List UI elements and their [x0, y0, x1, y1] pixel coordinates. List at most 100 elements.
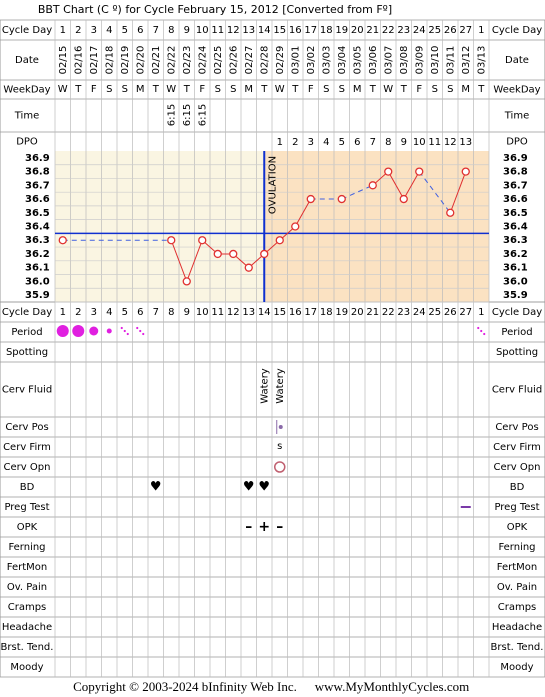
date: 03/07	[383, 46, 394, 75]
weekday: S	[215, 84, 221, 95]
cycle-day: 18	[320, 25, 333, 36]
temp-point	[182, 277, 191, 286]
bd: ♥	[150, 480, 162, 495]
row-label: Cerv Firm	[3, 442, 51, 453]
dpo: 4	[323, 137, 329, 148]
temp-point	[461, 167, 470, 176]
cycle-day: 11	[211, 307, 224, 318]
cycle-day: 7	[153, 307, 159, 318]
row-label: Ferning	[498, 542, 535, 553]
period-icon	[89, 326, 99, 336]
date: 02/15	[58, 46, 69, 75]
temp-point	[275, 236, 284, 245]
row-label: Time	[504, 111, 529, 122]
cycle-day: 17	[304, 307, 317, 318]
cycle-day: 22	[382, 25, 395, 36]
temp-point	[291, 222, 300, 231]
period-dot	[142, 332, 145, 336]
temp-point	[368, 181, 377, 190]
temp-point	[399, 194, 408, 204]
date: 02/17	[89, 46, 100, 75]
date: 02/19	[120, 46, 131, 75]
ovulation-label: OVULATION	[267, 156, 278, 214]
row-label: Cycle Day	[2, 307, 52, 318]
y-tick-label: 36.2	[25, 249, 50, 260]
y-tick-label: 36.5	[503, 208, 528, 219]
opk: +	[258, 519, 270, 535]
cycle-day: 27	[459, 25, 472, 36]
period-dot	[136, 326, 139, 330]
dpo: 13	[459, 137, 472, 148]
cycle-day: 18	[320, 307, 333, 318]
date: 03/09	[414, 46, 425, 75]
cycle-day: 9	[184, 25, 190, 36]
gap-connector	[341, 184, 373, 200]
cycle-day: 12	[227, 307, 240, 318]
row-label: Cramps	[498, 602, 537, 613]
dpo: 9	[401, 137, 407, 148]
weekday: W	[275, 84, 285, 95]
y-tick-label: 36.9	[25, 153, 50, 164]
row-label: Cycle Day	[2, 25, 52, 36]
cycle-day: 23	[397, 25, 410, 36]
weekday: T	[400, 84, 408, 95]
date: 03/11	[445, 46, 456, 75]
opk: –	[276, 519, 283, 535]
cycle-day: 1	[478, 307, 484, 318]
cycle-day: 21	[366, 307, 379, 318]
weekday: W	[166, 84, 176, 95]
weekday: M	[353, 84, 362, 95]
cycle-day: 1	[478, 25, 484, 36]
y-tick-label: 36.6	[503, 194, 528, 205]
y-tick-label: 36.1	[25, 263, 50, 274]
cycle-day: 14	[258, 307, 271, 318]
row-label: Cerv Opn	[4, 462, 51, 473]
bd: ♥	[243, 480, 255, 495]
copyright: Copyright © 2003-2024 bInfinity Web Inc.	[73, 679, 297, 694]
y-tick-label: 36.5	[25, 208, 50, 219]
post-ovulation-area	[264, 151, 489, 302]
cycle-day: 10	[196, 307, 209, 318]
cerv-opn-icon	[274, 461, 286, 473]
row-label: Ov. Pain	[497, 582, 537, 593]
row-label: Cerv Pos	[5, 422, 48, 433]
date: 03/08	[399, 46, 410, 75]
cycle-day: 5	[122, 25, 128, 36]
cerv-pos-icon	[278, 425, 283, 429]
weekday: T	[183, 84, 191, 95]
row-label: Brst. Tend.	[491, 642, 544, 653]
y-tick-label: 36.1	[503, 263, 528, 274]
dpo: 2	[292, 137, 298, 148]
dpo: 11	[428, 137, 441, 148]
temp-point	[213, 249, 222, 259]
row-label: Date	[15, 55, 39, 66]
cycle-day: 19	[335, 25, 348, 36]
row-label: Date	[505, 55, 529, 66]
date: 03/12	[461, 46, 472, 75]
date: 02/23	[182, 46, 193, 75]
cycle-day: 7	[153, 25, 159, 36]
weekday: S	[432, 84, 438, 95]
weekday: S	[106, 84, 112, 95]
row-label: WeekDay	[493, 85, 540, 96]
temp-point	[384, 167, 393, 176]
cycle-day: 13	[242, 25, 255, 36]
cycle-day: 15	[273, 307, 286, 318]
date: 02/16	[73, 46, 84, 75]
y-tick-label: 36.4	[25, 222, 50, 233]
y-tick-label: 36.9	[503, 153, 528, 164]
y-tick-label: 36.2	[503, 249, 528, 260]
time: 6:15	[166, 104, 177, 126]
weekday: M	[244, 84, 253, 95]
row-label: Spotting	[496, 347, 538, 358]
cycle-day: 12	[227, 25, 240, 36]
date: 02/20	[135, 46, 146, 75]
temp-line	[170, 198, 312, 283]
time: 6:15	[197, 104, 208, 126]
cycle-day: 4	[106, 307, 112, 318]
period-dot	[126, 332, 129, 336]
date: 03/03	[321, 46, 332, 75]
row-label: Period	[501, 327, 532, 338]
row-label: Time	[14, 111, 39, 122]
y-tick-label: 36.7	[25, 180, 50, 191]
